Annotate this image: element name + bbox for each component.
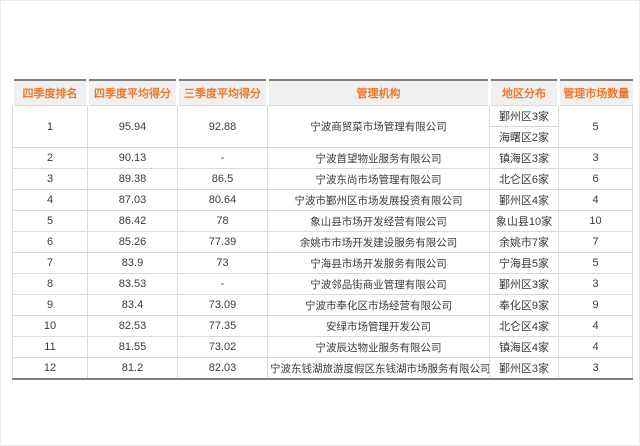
table-row: 7 83.9 73 宁海县市场开发服务有限公司 宁海县5家 5 [12, 252, 633, 274]
cell-q4-score: 83.4 [87, 294, 178, 316]
cell-market-count: 4 [558, 315, 633, 337]
cell-market-count: 4 [558, 189, 633, 211]
cell-market-count: 3 [558, 147, 633, 169]
table-row: 2 90.13- 宁波首望物业服务有限公司 镇海区3家 3 [12, 147, 633, 169]
cell-rank: 6 [12, 231, 88, 253]
table-row: 8 83.53- 宁波邻品街商业管理有限公司 鄞州区3家 3 [12, 273, 633, 295]
table-subrow: 海曙区2家 [13, 126, 633, 148]
column-header-organization: 管理机构 [266, 79, 490, 106]
table-row: 4 87.03 80.64 宁波市鄞州区市场发展投资有限公司 鄞州区4家 4 [12, 189, 633, 211]
cell-rank: 9 [12, 294, 88, 316]
table-header-row: 四季度排名 四季度平均得分 三季度平均得分 管理机构 地区分布 管理市场数量 [11, 79, 633, 106]
cell-market-count: 5 [558, 105, 633, 148]
cell-market-count: 10 [558, 210, 633, 232]
cell-org: 宁波商贸菜市场管理有限公司 [267, 105, 490, 148]
cell-market-count: 6 [558, 168, 633, 190]
cell-market-count: 9 [558, 294, 633, 316]
cell-org: 宁波市鄞州区市场发展投资有限公司 [267, 189, 490, 211]
column-header-market-count: 管理市场数量 [557, 79, 633, 106]
cell-q3-score: - [177, 273, 268, 295]
cell-org: 宁波辰达物业服务有限公司 [267, 336, 490, 358]
table-body: 1 95.94 92.88 宁波商贸菜市场管理有限公司 鄞州区3家 5 海曙区2家 2 90.1… [12, 105, 633, 380]
cell-rank: 11 [12, 336, 88, 358]
column-header-q4-rank: 四季度排名 [11, 79, 88, 106]
cell-q3-score: 82.03 [177, 357, 268, 380]
cell-q4-score: 86.42 [87, 210, 178, 232]
cell-q3-score: 73.09 [177, 294, 268, 316]
cell-q3-score: 92.88 [177, 105, 268, 148]
cell-org: 象山县市场开发经营有限公司 [267, 210, 490, 232]
cell-q4-score: 85.26 [87, 231, 178, 253]
cell-q3-score: 80.64 [177, 189, 268, 211]
cell-market-count: 7 [558, 231, 633, 253]
cell-q4-score: 90.13 [87, 147, 178, 169]
cell-rank: 3 [12, 168, 88, 190]
cell-q3-score: 78 [177, 210, 268, 232]
column-header-q3-avg-score: 三季度平均得分 [176, 79, 268, 106]
cell-region: 余姚市7家 [489, 231, 559, 253]
cell-market-count: 5 [558, 252, 633, 274]
cell-q4-score: 81.2 [87, 357, 178, 380]
cell-rank: 1 [12, 105, 88, 148]
cell-org: 宁波市奉化区市场经营有限公司 [267, 294, 490, 316]
cell-q4-score: 82.53 [87, 315, 178, 337]
cell-region: 北仑区6家 [489, 168, 559, 190]
cell-org: 宁波首望物业服务有限公司 [267, 147, 490, 169]
cell-org: 宁海县市场开发服务有限公司 [267, 252, 490, 274]
cell-region: 镇海区4家 [489, 336, 559, 358]
cell-rank: 7 [12, 252, 88, 274]
cell-rank: 8 [12, 273, 88, 295]
cell-q4-score: 95.94 [87, 105, 178, 148]
cell-org: 宁波东钱湖旅游度假区东钱湖市场服务有限公司 [267, 357, 490, 380]
cell-q4-score: 81.55 [87, 336, 178, 358]
cell-region: 象山县10家 [489, 210, 559, 232]
cell-org: 宁波东尚市场管理有限公司 [267, 168, 490, 190]
cell-rank: 2 [12, 147, 88, 169]
cell-rank: 4 [12, 189, 88, 211]
cell-region: 奉化区9家 [489, 294, 559, 316]
cell-q3-score: 73 [177, 252, 268, 274]
table-row: 6 85.26 77.39 余姚市市场开发建设服务有限公司 余姚市7家 7 [12, 231, 633, 253]
cell-region: 北仑区4家 [489, 315, 559, 337]
cell-rank: 10 [12, 315, 88, 337]
cell-q4-score: 89.38 [87, 168, 178, 190]
cell-org: 余姚市市场开发建设服务有限公司 [267, 231, 490, 253]
cell-region: 鄞州区3家 [489, 357, 559, 380]
cell-market-count: 3 [558, 357, 633, 380]
column-header-q4-avg-score: 四季度平均得分 [86, 79, 178, 106]
cell-rank: 5 [12, 210, 88, 232]
cell-q3-score: 86.5 [177, 168, 268, 190]
cell-org: 安绿市场管理开发公司 [267, 315, 490, 337]
table-row: 11 81.55 73.02 宁波辰达物业服务有限公司 镇海区4家 4 [12, 336, 633, 358]
cell-region: 海曙区2家 [489, 126, 559, 148]
cell-market-count: 3 [558, 273, 633, 295]
cell-q4-score: 83.53 [87, 273, 178, 295]
cell-q4-score: 83.9 [87, 252, 178, 274]
table-row: 9 83.4 73.09 宁波市奉化区市场经营有限公司 奉化区9家 9 [12, 294, 633, 316]
table-row: 5 86.42 78 象山县市场开发经营有限公司 象山县10家 10 [12, 210, 633, 232]
cell-q3-score: 73.02 [177, 336, 268, 358]
cell-region: 鄞州区3家 [489, 273, 559, 295]
cell-region: 宁海县5家 [489, 252, 559, 274]
table-row: 12 81.2 82.03 宁波东钱湖旅游度假区东钱湖市场服务有限公司 鄞州区3家 3 [12, 357, 633, 380]
table-row: 10 82.53 77.35 安绿市场管理开发公司 北仑区4家 4 [12, 315, 633, 337]
table-row: 3 89.38 86.5 宁波东尚市场管理有限公司 北仑区6家 6 [12, 168, 633, 190]
cell-q3-score: - [177, 147, 268, 169]
cell-q3-score: 77.39 [177, 231, 268, 253]
cell-org: 宁波邻品街商业管理有限公司 [267, 273, 490, 295]
cell-region: 镇海区3家 [489, 147, 559, 169]
column-header-region: 地区分布 [488, 79, 559, 106]
cell-q4-score: 87.03 [87, 189, 178, 211]
cell-market-count: 4 [558, 336, 633, 358]
table-row: 1 95.94 92.88 宁波商贸菜市场管理有限公司 鄞州区3家 5 [12, 105, 633, 148]
cell-region: 鄞州区4家 [489, 189, 559, 211]
market-management-ranking-table: 四季度排名 四季度平均得分 三季度平均得分 管理机构 地区分布 管理市场数量 1… [11, 79, 633, 380]
cell-region: 鄞州区3家 [489, 105, 559, 127]
cell-q3-score: 77.35 [177, 315, 268, 337]
cell-rank: 12 [12, 357, 88, 380]
